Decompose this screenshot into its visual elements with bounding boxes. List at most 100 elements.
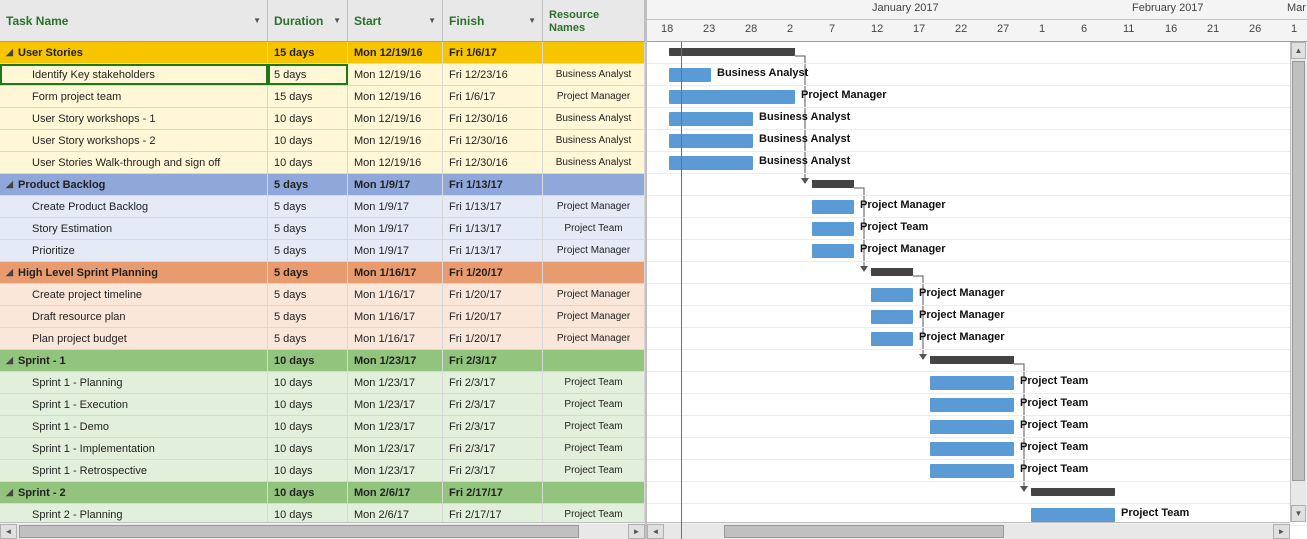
task-bar[interactable]: Project Manager [871,288,913,302]
cell-finish[interactable]: Fri 2/17/17 [443,482,543,503]
sort-icon[interactable]: ▼ [428,16,436,25]
cell-duration[interactable]: 15 days [268,42,348,63]
cell-duration[interactable]: 5 days [268,306,348,327]
task-row[interactable]: Prioritize5 daysMon 1/9/17Fri 1/13/17Pro… [0,240,645,262]
cell-resource[interactable]: Project Manager [543,306,645,327]
cell-duration[interactable]: 10 days [268,394,348,415]
cell-start[interactable]: Mon 1/16/17 [348,262,443,283]
summary-row[interactable]: ◢Product Backlog5 daysMon 1/9/17Fri 1/13… [0,174,645,196]
scroll-thumb[interactable] [19,525,579,538]
cell-task-name[interactable]: ◢User Stories [0,42,268,63]
task-bar[interactable]: Project Team [930,442,1014,456]
collapse-icon[interactable]: ◢ [6,47,16,58]
cell-duration[interactable]: 10 days [268,460,348,481]
col-header-resource[interactable]: ResourceNames [543,0,645,41]
summary-row[interactable]: ◢Sprint - 210 daysMon 2/6/17Fri 2/17/17 [0,482,645,504]
cell-duration[interactable]: 5 days [268,328,348,349]
cell-start[interactable]: Mon 12/19/16 [348,130,443,151]
cell-start[interactable]: Mon 1/16/17 [348,306,443,327]
cell-start[interactable]: Mon 1/9/17 [348,196,443,217]
cell-task-name[interactable]: Prioritize [0,240,268,261]
cell-task-name[interactable]: Create project timeline [0,284,268,305]
scroll-track[interactable] [17,524,628,539]
gantt-row[interactable]: Business Analyst [647,152,1307,174]
gantt-row[interactable] [647,262,1307,284]
cell-duration[interactable]: 5 days [268,174,348,195]
sort-icon[interactable]: ▼ [253,16,261,25]
cell-start[interactable]: Mon 1/23/17 [348,350,443,371]
cell-task-name[interactable]: ◢Sprint - 1 [0,350,268,371]
cell-resource[interactable] [543,350,645,371]
cell-finish[interactable]: Fri 1/20/17 [443,262,543,283]
cell-finish[interactable]: Fri 2/3/17 [443,438,543,459]
cell-start[interactable]: Mon 1/9/17 [348,240,443,261]
summary-bar[interactable] [871,268,913,276]
gantt-row[interactable] [647,482,1307,504]
scroll-thumb[interactable] [1292,61,1305,481]
cell-task-name[interactable]: Form project team [0,86,268,107]
task-bar[interactable]: Project Team [930,420,1014,434]
cell-finish[interactable]: Fri 12/23/16 [443,64,543,85]
cell-resource[interactable]: Project Manager [543,196,645,217]
task-bar[interactable]: Project Manager [871,332,913,346]
scroll-left-icon[interactable]: ◄ [0,524,17,539]
cell-resource[interactable]: Project Team [543,416,645,437]
cell-resource[interactable]: Project Manager [543,86,645,107]
task-row[interactable]: Plan project budget5 daysMon 1/16/17Fri … [0,328,645,350]
cell-start[interactable]: Mon 12/19/16 [348,108,443,129]
cell-duration[interactable]: 5 days [268,284,348,305]
cell-task-name[interactable]: ◢Sprint - 2 [0,482,268,503]
cell-finish[interactable]: Fri 2/3/17 [443,372,543,393]
gantt-row[interactable]: Project Manager [647,86,1307,108]
gantt-row[interactable]: Project Team [647,394,1307,416]
col-header-finish[interactable]: Finish▼ [443,0,543,41]
cell-resource[interactable] [543,482,645,503]
cell-task-name[interactable]: User Story workshops - 2 [0,130,268,151]
scroll-right-icon[interactable]: ► [1273,524,1290,539]
gantt-hscroll[interactable]: ◄ ► [647,522,1290,539]
cell-task-name[interactable]: ◢Product Backlog [0,174,268,195]
cell-start[interactable]: Mon 1/23/17 [348,372,443,393]
task-bar[interactable]: Business Analyst [669,134,753,148]
cell-finish[interactable]: Fri 12/30/16 [443,152,543,173]
cell-resource[interactable]: Business Analyst [543,130,645,151]
task-row[interactable]: Sprint 1 - Demo10 daysMon 1/23/17Fri 2/3… [0,416,645,438]
summary-bar[interactable] [1031,488,1115,496]
cell-resource[interactable]: Business Analyst [543,64,645,85]
gantt-row[interactable]: Business Analyst [647,64,1307,86]
cell-duration[interactable]: 10 days [268,438,348,459]
cell-finish[interactable]: Fri 1/13/17 [443,196,543,217]
summary-row[interactable]: ◢User Stories15 daysMon 12/19/16Fri 1/6/… [0,42,645,64]
task-row[interactable]: User Stories Walk-through and sign off10… [0,152,645,174]
gantt-row[interactable]: Business Analyst [647,130,1307,152]
cell-finish[interactable]: Fri 12/30/16 [443,130,543,151]
task-row[interactable]: User Story workshops - 110 daysMon 12/19… [0,108,645,130]
cell-start[interactable]: Mon 1/23/17 [348,394,443,415]
cell-resource[interactable] [543,262,645,283]
cell-duration[interactable]: 15 days [268,86,348,107]
cell-finish[interactable]: Fri 2/3/17 [443,350,543,371]
gantt-row[interactable] [647,42,1307,64]
sort-icon[interactable]: ▼ [333,16,341,25]
gantt-vscroll[interactable]: ▲ ▼ [1290,42,1307,522]
summary-bar[interactable] [812,180,854,188]
cell-finish[interactable]: Fri 1/20/17 [443,328,543,349]
summary-bar[interactable] [669,48,795,56]
cell-task-name[interactable]: Sprint 1 - Retrospective [0,460,268,481]
cell-duration[interactable]: 10 days [268,482,348,503]
scroll-track[interactable] [1291,59,1306,505]
gantt-row[interactable]: Project Team [647,372,1307,394]
cell-resource[interactable]: Project Manager [543,240,645,261]
cell-finish[interactable]: Fri 2/3/17 [443,460,543,481]
cell-duration[interactable]: 10 days [268,416,348,437]
gantt-row[interactable]: Project Team [647,438,1307,460]
cell-start[interactable]: Mon 1/9/17 [348,174,443,195]
cell-task-name[interactable]: Sprint 1 - Implementation [0,438,268,459]
cell-task-name[interactable]: Story Estimation [0,218,268,239]
cell-start[interactable]: Mon 1/23/17 [348,438,443,459]
cell-finish[interactable]: Fri 1/20/17 [443,306,543,327]
task-bar[interactable]: Business Analyst [669,156,753,170]
task-row[interactable]: Sprint 1 - Planning10 daysMon 1/23/17Fri… [0,372,645,394]
cell-start[interactable]: Mon 1/16/17 [348,328,443,349]
cell-finish[interactable]: Fri 1/13/17 [443,174,543,195]
